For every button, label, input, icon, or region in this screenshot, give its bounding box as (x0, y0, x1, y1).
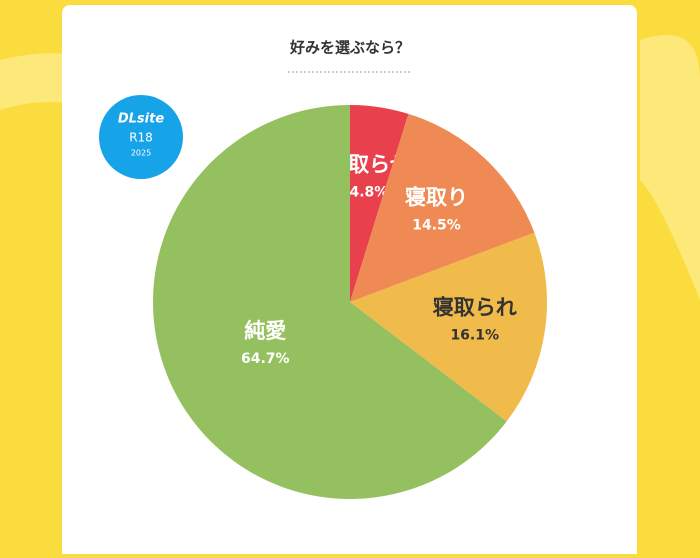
slice-value-label: 14.5% (412, 217, 461, 233)
slice-value-label: 64.7% (241, 351, 290, 367)
slice-value-label: 16.1% (450, 327, 499, 343)
slice-label: 寝取られ (433, 295, 517, 319)
background-shape (640, 35, 700, 300)
badge-rating: R18 (129, 131, 153, 145)
badge-brand: DLsite (118, 112, 164, 127)
pie-slice (350, 232, 548, 422)
badge (99, 95, 183, 179)
pie-slice (152, 105, 507, 499)
slice-value-label: 4.8% (350, 184, 389, 200)
slice-label: 純愛 (244, 319, 286, 343)
slice-label: 寝取り (405, 185, 468, 209)
chart-title: 好みを選ぶなら？ (289, 39, 410, 57)
pie-slice (350, 105, 409, 302)
badge-year: 2025 (131, 149, 151, 158)
pie-slice (350, 113, 535, 303)
